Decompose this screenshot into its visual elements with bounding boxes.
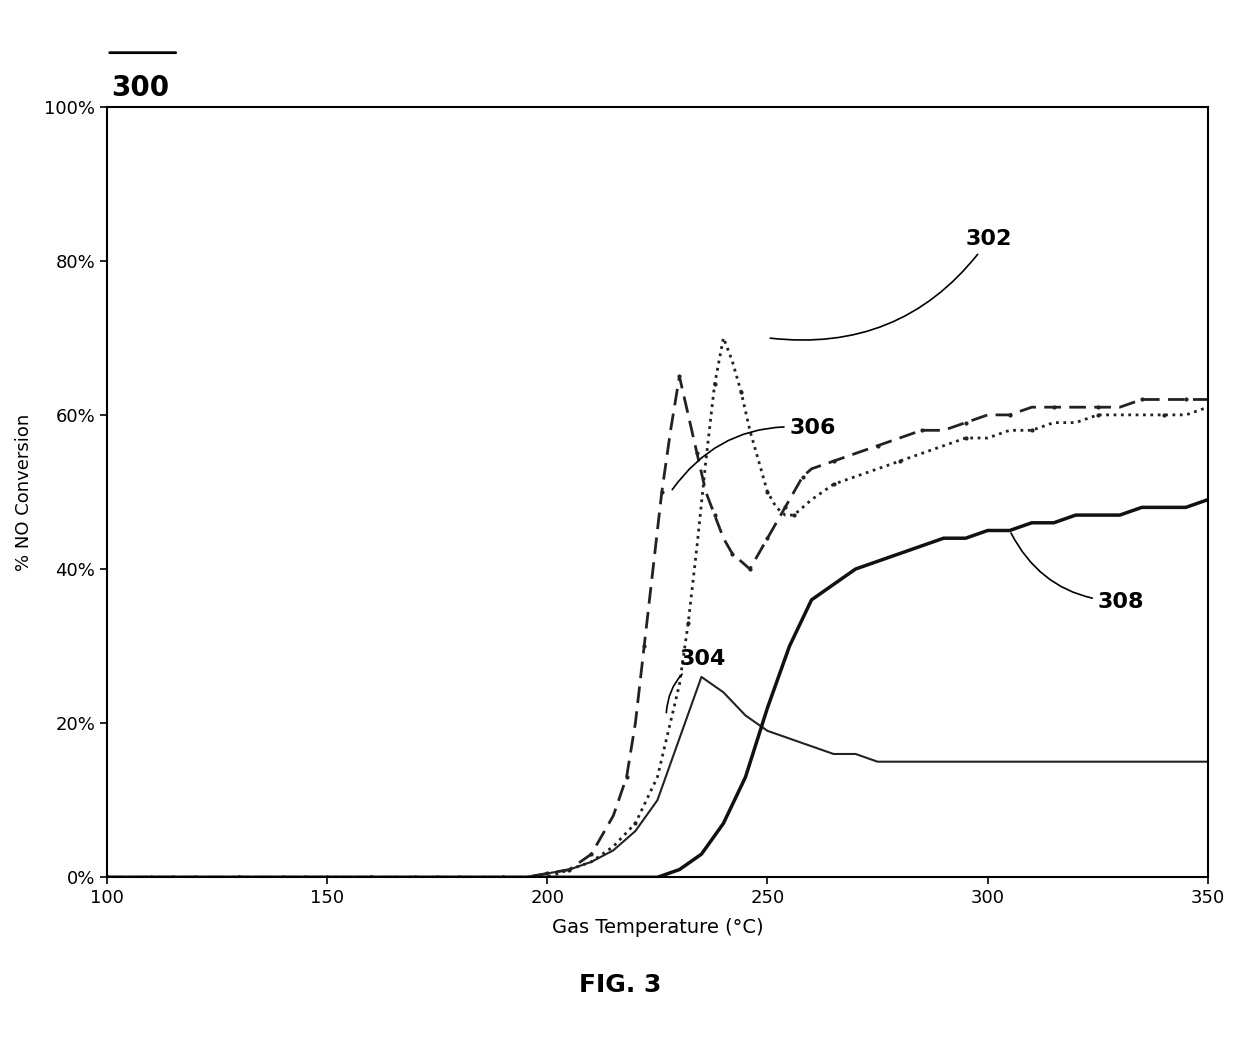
Y-axis label: % NO Conversion: % NO Conversion bbox=[15, 414, 33, 570]
Text: 300: 300 bbox=[112, 74, 170, 102]
Text: FIG. 3: FIG. 3 bbox=[579, 973, 661, 998]
Text: 308: 308 bbox=[1011, 533, 1145, 612]
Text: 304: 304 bbox=[666, 650, 725, 713]
Text: 306: 306 bbox=[672, 418, 836, 490]
Text: 302: 302 bbox=[770, 230, 1012, 340]
X-axis label: Gas Temperature (°C): Gas Temperature (°C) bbox=[552, 918, 763, 937]
